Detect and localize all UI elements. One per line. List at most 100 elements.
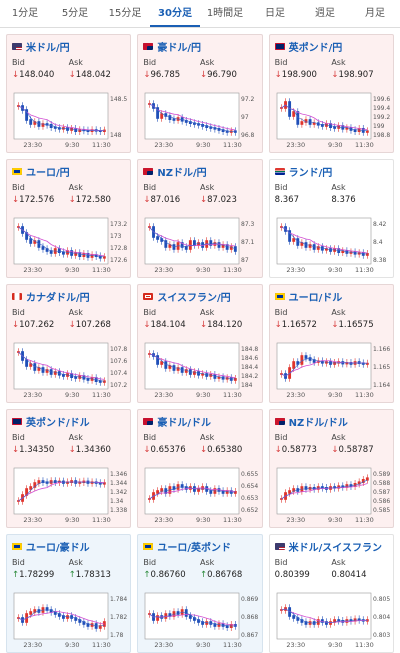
bid-label: Bid <box>274 183 288 192</box>
candle-body <box>70 615 74 619</box>
pair-title[interactable]: スイスフラン/円 <box>143 289 256 304</box>
currency-card[interactable]: ユーロ/英ポンド Bid Ask ↑0.86760 ↑0.86768 0.869… <box>137 534 263 653</box>
x-tick-label: 9:30 <box>328 516 343 524</box>
ask-label: Ask <box>331 183 346 192</box>
candle-body <box>291 111 295 117</box>
mini-chart[interactable]: 184.8 184.6 184.4 184.2 184 23:30 9:30 11:30 <box>143 341 259 399</box>
pair-title[interactable]: 英ポンド/円 <box>274 39 388 54</box>
x-tick-label: 11:30 <box>223 266 242 274</box>
candle-body <box>33 240 37 244</box>
pair-title[interactable]: 米ドル/円 <box>12 39 125 54</box>
y-tick-label: 107.8 <box>110 346 127 353</box>
bid-label: Bid <box>143 183 157 192</box>
pair-title[interactable]: ユーロ/豪ドル <box>12 539 125 554</box>
currency-card[interactable]: 英ポンド/ドル Bid Ask ↓1.34350 ↓1.34360 1.346 1… <box>6 409 132 528</box>
mini-chart[interactable]: 0.869 0.868 0.867 23:30 9:30 11:30 <box>143 591 259 649</box>
mini-chart[interactable]: 1.346 1.344 1.342 1.34 1.338 23:30 9:30 11:30 <box>12 466 127 524</box>
pair-title[interactable]: ユーロ/英ポンド <box>143 539 256 554</box>
tab-timeframe[interactable]: 1分足 <box>11 8 39 19</box>
currency-card[interactable]: 米ドル/円 Bid Ask ↓148.040 ↓148.042 148.5 148… <box>6 34 132 153</box>
mini-chart[interactable]: 199.6 199.4 199.2 199 198.8 23:30 9:30 11:30 <box>275 91 390 149</box>
currency-card[interactable]: NZドル/ドル Bid Ask ↓0.58773 ↓0.58787 0.589 0… <box>268 409 394 528</box>
tab-timeframe[interactable]: 15分足 <box>108 8 142 19</box>
candle-body <box>53 611 57 615</box>
tab-timeframe[interactable]: 週足 <box>315 8 335 19</box>
mini-chart[interactable]: 173.2 173 172.8 172.6 23:30 9:30 11:30 <box>12 216 127 274</box>
pair-title[interactable]: カナダドル/円 <box>12 289 125 304</box>
candle-body <box>357 252 361 255</box>
currency-card[interactable]: 英ポンド/円 Bid Ask ↓198.900 ↓198.907 199.6 19… <box>268 34 394 153</box>
pair-title[interactable]: NZドル/円 <box>143 164 256 179</box>
candle-body <box>209 621 213 625</box>
tab-timeframe[interactable]: 日足 <box>265 8 285 19</box>
short-moving-average-line <box>149 486 236 500</box>
tab-timeframe[interactable]: 1時間足 <box>206 8 244 19</box>
ask-value: ↓0.58787 <box>331 445 374 455</box>
x-tick-label: 23:30 <box>286 141 305 149</box>
candle-body <box>312 122 316 125</box>
x-tick-label: 9:30 <box>196 391 211 399</box>
mini-chart[interactable]: 0.589 0.588 0.587 0.586 0.585 23:30 9:30 11:30 <box>275 466 390 524</box>
pair-title[interactable]: 米ドル/スイスフラン <box>274 539 388 554</box>
pair-title[interactable]: ユーロ/ドル <box>274 289 388 304</box>
candle-body <box>78 129 82 132</box>
mini-chart[interactable]: 0.805 0.804 0.803 23:30 9:30 11:30 <box>275 591 390 649</box>
y-tick-label: 1.344 <box>110 480 127 487</box>
x-tick-label: 23:30 <box>286 516 305 524</box>
down-arrow-icon: ↓ <box>331 70 339 80</box>
candle-body <box>304 621 308 625</box>
pair-name: ランド/円 <box>288 167 333 179</box>
candle-body <box>332 486 336 489</box>
candle-body <box>168 486 172 494</box>
currency-card[interactable]: 豪ドル/円 Bid Ask ↓96.785 ↓96.790 97.2 97 96.8… <box>137 34 263 153</box>
bid-label: Bid <box>12 183 25 192</box>
mini-chart[interactable]: 87.3 87.1 87 23:30 9:30 11:30 <box>143 216 257 274</box>
tab-timeframe[interactable]: 5分足 <box>61 8 89 19</box>
ask-label: Ask <box>331 308 346 317</box>
pair-title[interactable]: NZドル/ドル <box>274 414 388 429</box>
candle-body <box>148 226 152 228</box>
chart-frame <box>276 92 371 140</box>
candle-body <box>365 362 369 365</box>
currency-card[interactable]: 米ドル/スイスフラン Bid Ask 0.80399 0.80414 0.805… <box>268 534 394 653</box>
currency-card[interactable]: ユーロ/豪ドル Bid Ask ↑1.78299 ↑1.78313 1.784 1… <box>6 534 132 653</box>
pair-name: NZドル/ドル <box>288 417 348 429</box>
candle-body <box>226 377 229 380</box>
short-moving-average-line <box>280 226 367 255</box>
mini-chart[interactable]: 97.2 97 96.8 23:30 9:30 11:30 <box>143 91 257 149</box>
currency-card[interactable]: 豪ドル/ドル Bid Ask ↓0.65376 ↓0.65380 0.655 0.… <box>137 409 263 528</box>
bid-label: Bid <box>12 558 25 567</box>
ask-value: ↓96.790 <box>199 70 237 80</box>
tab-timeframe[interactable]: 30分足 <box>150 0 200 27</box>
mini-chart[interactable]: 148.5 148 23:30 9:30 11:30 <box>12 91 127 149</box>
bid-label: Bid <box>274 433 288 442</box>
mini-chart[interactable]: 107.8 107.6 107.4 107.2 23:30 9:30 11:30 <box>12 341 127 399</box>
pair-title[interactable]: ユーロ/円 <box>12 164 125 179</box>
candle-body <box>98 625 102 629</box>
currency-card[interactable]: ユーロ/ドル Bid Ask ↓1.16572 ↓1.16575 1.166 1.… <box>268 284 394 403</box>
currency-card[interactable]: カナダドル/円 Bid Ask ↓107.262 ↓107.268 107.8 1… <box>6 284 132 403</box>
pair-title[interactable]: ランド/円 <box>274 164 388 179</box>
candle-body <box>197 619 201 623</box>
pair-title[interactable]: 豪ドル/円 <box>143 39 256 54</box>
currency-card[interactable]: ランド/円 Bid Ask 8.367 8.376 8.42 8.4 8.38 23:… <box>268 159 394 278</box>
candle-body <box>168 613 172 617</box>
down-arrow-icon: ↓ <box>68 445 76 455</box>
currency-card[interactable]: スイスフラン/円 Bid Ask ↓184.104 ↓184.120 184.8… <box>137 284 263 403</box>
currency-card[interactable]: ユーロ/円 Bid Ask ↓172.576 ↓172.580 173.2 173… <box>6 159 132 278</box>
candle-body <box>82 253 86 257</box>
mini-chart[interactable]: 1.784 1.782 1.78 23:30 9:30 11:30 <box>12 591 127 649</box>
y-tick-label: 0.654 <box>241 483 258 490</box>
mini-chart[interactable]: 8.42 8.4 8.38 23:30 9:30 11:30 <box>275 216 389 274</box>
mini-chart[interactable]: 0.655 0.654 0.653 0.652 23:30 9:30 11:30 <box>143 466 259 524</box>
pair-title[interactable]: 豪ドル/ドル <box>143 414 256 429</box>
eu-flag-icon <box>12 542 22 550</box>
candle-body <box>287 607 291 617</box>
currency-card[interactable]: NZドル/円 Bid Ask ↓87.016 ↓87.023 87.3 87.1 8… <box>137 159 263 278</box>
mini-chart[interactable]: 1.166 1.165 1.164 23:30 9:30 11:30 <box>275 341 390 399</box>
tab-timeframe[interactable]: 月足 <box>365 8 385 19</box>
moving-average-line <box>18 105 105 132</box>
pair-title[interactable]: 英ポンド/ドル <box>12 414 125 429</box>
y-tick-label: 97 <box>241 114 249 121</box>
up-arrow-icon: ↑ <box>199 570 208 580</box>
